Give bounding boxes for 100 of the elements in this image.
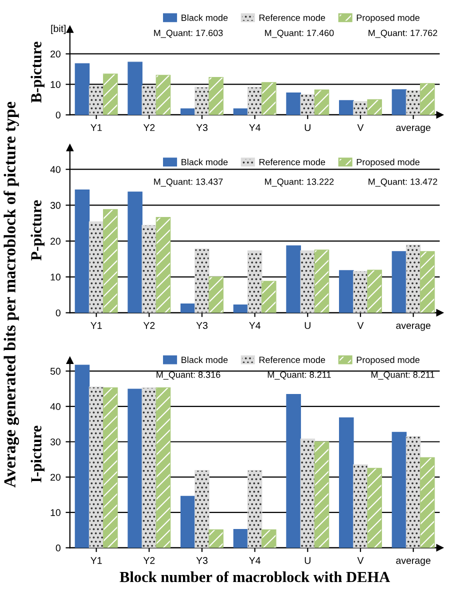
- bar: [406, 90, 421, 115]
- bar: [367, 468, 382, 548]
- bar: [142, 86, 157, 115]
- bar: [103, 74, 118, 115]
- bar: [233, 529, 248, 548]
- x-axis-title: Block number of macroblock with DEHA: [120, 571, 390, 582]
- legend-label: Proposed mode: [356, 14, 420, 23]
- bar: [286, 245, 301, 313]
- y-tick-label: 10: [50, 509, 60, 516]
- y-tick-label: 20: [50, 238, 60, 245]
- bar: [353, 101, 368, 115]
- bar: [208, 529, 224, 548]
- bar: [194, 470, 210, 548]
- bar: [314, 89, 330, 115]
- legend-label: Black mode: [182, 356, 228, 364]
- bar: [74, 364, 90, 548]
- bar: [247, 250, 262, 313]
- y-tick-label: 20: [50, 474, 60, 481]
- bar: [128, 62, 142, 115]
- x-tick-label: average: [396, 324, 430, 331]
- x-tick-label: Y2: [143, 557, 155, 564]
- annotation: M_Quant: 8.211: [268, 371, 331, 380]
- bar: [247, 470, 262, 548]
- annotation: M_Quant: 13.472: [368, 178, 438, 187]
- bar: [420, 83, 435, 115]
- bar: [208, 76, 224, 115]
- x-tick-label: V: [357, 557, 364, 564]
- bar: [262, 280, 276, 313]
- annotation: M_Quant: 8.316: [156, 371, 220, 380]
- bar: [300, 250, 316, 313]
- legend-label: Reference mode: [259, 158, 326, 166]
- legend-label: Reference mode: [259, 14, 326, 21]
- bar: [314, 441, 330, 548]
- bar: [247, 86, 262, 115]
- x-tick-label: Y4: [249, 322, 260, 329]
- y-tick-label: 50: [50, 368, 60, 375]
- y-tick-label: 10: [50, 274, 60, 281]
- bar: [103, 209, 118, 313]
- bar: [338, 417, 354, 548]
- bar: [300, 94, 316, 115]
- bar: [128, 388, 142, 548]
- bar: [262, 82, 276, 115]
- y-tick-label: 40: [50, 166, 60, 173]
- x-tick-label: Y4: [249, 124, 260, 131]
- y-axis-title: P-picture: [30, 200, 45, 260]
- bar: [233, 304, 248, 313]
- bar: [300, 438, 316, 548]
- bar: [128, 192, 142, 313]
- y-tick-label: 0: [56, 544, 60, 552]
- bar: [338, 270, 354, 313]
- text: [bit]: [51, 24, 66, 34]
- bar: [194, 248, 210, 313]
- bar: [180, 496, 196, 548]
- legend-label: Proposed mode: [356, 158, 420, 168]
- text: Average generated bits per macroblock of picture type: [4, 102, 19, 488]
- x-tick-label: V: [357, 124, 364, 131]
- bar: [156, 387, 171, 548]
- legend-label: Proposed mode: [356, 356, 420, 365]
- bar: [392, 89, 407, 115]
- x-tick-label: Y2: [143, 322, 155, 329]
- x-tick-label: Y4: [249, 557, 260, 564]
- x-tick-label: Y1: [90, 557, 102, 564]
- x-tick-label: U: [304, 322, 310, 329]
- bar: [338, 100, 354, 115]
- x-tick-label: U: [304, 124, 310, 132]
- bar: [367, 99, 382, 115]
- x-tick-label: Y1: [90, 124, 102, 131]
- bar: [262, 529, 276, 548]
- x-tick-label: V: [357, 322, 364, 329]
- annotation: M_Quant: 17.603: [154, 30, 223, 38]
- bar: [314, 250, 330, 313]
- bar: [156, 74, 171, 115]
- y-tick-label: 40: [50, 403, 60, 410]
- bar: [406, 436, 421, 548]
- y-axis-title: B-picture: [30, 42, 45, 103]
- bar: [286, 394, 301, 548]
- x-tick-label: average: [396, 558, 430, 566]
- bar: [88, 86, 104, 115]
- x-tick-label: Y1: [90, 322, 102, 329]
- y-tick-label: 0: [56, 309, 60, 316]
- y-tick-label: 20: [50, 50, 60, 58]
- bar: [406, 244, 421, 313]
- bar: [74, 189, 90, 313]
- y-axis-title: I-picture: [30, 426, 45, 482]
- annotation: M_Quant: 17.460: [265, 30, 334, 38]
- legend-label: Black mode: [182, 158, 228, 166]
- bar: [74, 63, 90, 115]
- bar: [180, 303, 196, 313]
- x-tick-label: Y3: [196, 124, 208, 132]
- bar: [286, 92, 301, 115]
- x-tick-label: Y3: [196, 322, 208, 329]
- legend-label: Black mode: [182, 14, 228, 21]
- bar: [194, 86, 210, 115]
- bar: [88, 221, 104, 313]
- x-tick-label: Y3: [196, 557, 208, 564]
- annotation: M_Quant: 13.437: [154, 178, 223, 187]
- annotation: M_Quant: 13.222: [265, 178, 334, 187]
- bar: [103, 387, 118, 548]
- bar: [208, 276, 224, 313]
- bar: [392, 432, 407, 548]
